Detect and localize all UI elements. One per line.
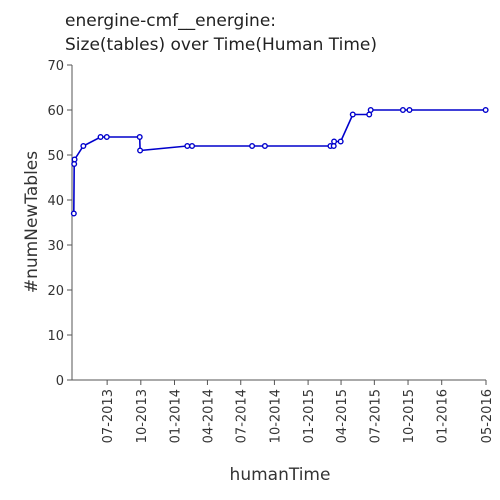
y-axis-label: #numNewTables [22, 151, 42, 293]
series-layer [70, 106, 489, 217]
chart-subtitle: Size(tables) over Time(Human Time) [65, 35, 377, 55]
data-point [261, 142, 268, 149]
data-point [137, 147, 144, 154]
x-ticks: 07-2013 10-2013 01-2014 04-2014 07-2014 10-20… [101, 380, 495, 443]
data-point [399, 106, 406, 113]
plot-area: 0 10 20 30 40 50 60 70 07-2013 10-2013 01-2014 04-… [47, 59, 495, 443]
x-tick-label: 07-2014 [235, 389, 250, 443]
data-point [367, 106, 374, 113]
x-tick-label: 01-2015 [302, 389, 317, 443]
y-tick-label: 0 [56, 374, 64, 389]
data-point [189, 142, 196, 149]
data-point [80, 142, 87, 149]
y-tick-label: 60 [47, 104, 64, 119]
x-tick-label: 04-2015 [335, 389, 350, 443]
data-point [71, 156, 78, 163]
y-ticks: 0 10 20 30 40 50 60 70 [47, 59, 72, 389]
y-tick-label: 20 [47, 284, 64, 299]
x-tick-label: 01-2014 [168, 389, 183, 443]
y-tick-label: 50 [47, 149, 64, 164]
data-point [184, 142, 191, 149]
data-point [349, 111, 356, 118]
x-tick-label: 10-2014 [268, 389, 283, 443]
y-tick-label: 10 [47, 329, 64, 344]
data-point [136, 133, 143, 140]
x-tick-label: 01-2016 [436, 389, 451, 443]
data-point [331, 138, 338, 145]
y-tick-label: 30 [47, 239, 64, 254]
x-tick-label: 07-2015 [368, 389, 383, 443]
data-point [337, 138, 344, 145]
x-tick-label: 10-2013 [135, 389, 150, 443]
x-tick-label: 05-2016 [480, 389, 495, 443]
data-point [406, 106, 413, 113]
x-tick-label: 07-2013 [101, 389, 116, 443]
data-point [103, 133, 110, 140]
chart-title: energine-cmf__energine: [65, 11, 276, 31]
data-point [249, 142, 256, 149]
series-line [73, 109, 486, 214]
x-tick-label: 04-2014 [201, 389, 216, 443]
data-point [482, 106, 489, 113]
x-tick-label: 10-2015 [402, 389, 417, 443]
y-tick-label: 40 [47, 194, 64, 209]
data-point [70, 210, 77, 217]
x-axis-label: humanTime [230, 465, 331, 485]
y-tick-label: 70 [47, 59, 64, 74]
data-point [97, 133, 104, 140]
